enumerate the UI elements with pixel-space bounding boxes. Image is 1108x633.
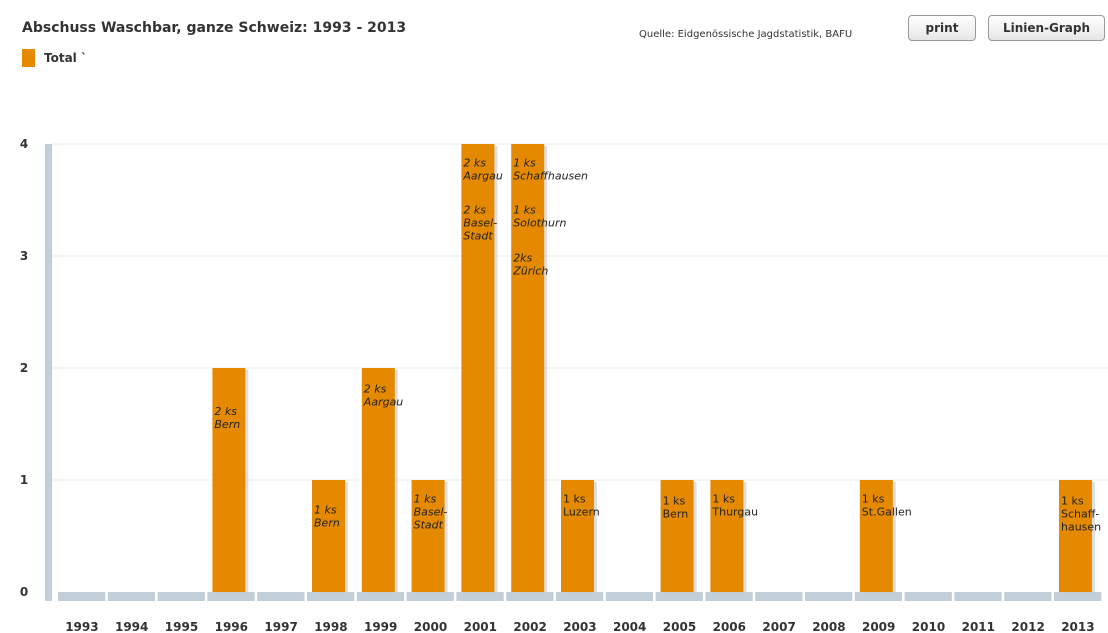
legend[interactable]: Total ` — [22, 49, 87, 67]
x-tick-label: 1996 — [215, 620, 248, 633]
x-axis-segment — [805, 592, 853, 601]
x-axis-segment — [854, 592, 903, 601]
x-axis-segment — [904, 592, 952, 601]
bar — [1059, 480, 1092, 592]
x-tick-label: 2001 — [464, 620, 497, 633]
bar-annotation: 2ks Zürich — [512, 252, 548, 278]
x-axis-segment — [655, 592, 703, 601]
x-axis-segment — [954, 592, 1002, 601]
x-axis-segment — [1004, 592, 1052, 601]
bar-annotation: 2 ks Aargau — [462, 156, 503, 182]
x-axis-segment — [605, 592, 654, 601]
x-tick-label: 2000 — [414, 620, 447, 633]
x-axis-segment — [556, 592, 604, 601]
x-axis-segment — [406, 592, 454, 601]
bar — [561, 480, 594, 592]
x-tick-label: 2009 — [862, 620, 895, 633]
x-tick-label: 1998 — [314, 620, 347, 633]
x-tick-label: 1997 — [264, 620, 297, 633]
x-tick-label: 1993 — [65, 620, 98, 633]
x-axis-segment — [705, 592, 753, 601]
bar-annotation: 1 ks Solothurn — [513, 203, 566, 229]
y-axis — [45, 144, 52, 601]
line-graph-button[interactable]: Linien-Graph — [988, 15, 1105, 41]
legend-label: Total ` — [44, 51, 87, 65]
x-tick-label: 2004 — [613, 620, 646, 633]
bar — [511, 144, 545, 592]
source-note: Quelle: Eidgenössische Jagdstatistik, BA… — [639, 29, 853, 40]
legend-swatch — [22, 49, 35, 67]
bar-annotation: 1 ks St.Gallen — [862, 492, 912, 518]
x-axis-segment — [755, 592, 803, 601]
x-tick-label: 2008 — [812, 620, 845, 633]
x-tick-label: 1999 — [364, 620, 397, 633]
bar-annotation: 2 ks Aargau — [363, 383, 404, 409]
x-axis-segment — [356, 592, 405, 601]
bar-annotation: 1 ks Schaffhausen — [513, 156, 588, 182]
bar-annotation: 2 ks Bern — [214, 405, 240, 431]
y-tick-label: 2 — [20, 361, 28, 375]
bar-annotation: 1 ks Bern — [663, 495, 689, 521]
bar — [710, 480, 744, 592]
bar — [461, 144, 495, 592]
bar — [312, 480, 345, 592]
x-axis-segment — [456, 592, 504, 601]
bar-annotation: 1 ks Thurgau — [711, 492, 758, 518]
bar — [660, 480, 694, 592]
x-axis-segment — [107, 592, 156, 601]
y-tick-label: 4 — [20, 137, 28, 151]
x-tick-label: 2007 — [762, 620, 795, 633]
x-tick-label: 1995 — [165, 620, 198, 633]
x-axis-segment — [58, 592, 106, 601]
bar-annotation: 2 ks Basel-Stadt — [463, 203, 497, 242]
x-tick-label: 2006 — [713, 620, 746, 633]
x-axis-segment — [257, 592, 305, 601]
x-tick-label: 1994 — [115, 620, 148, 633]
x-tick-label: 2011 — [962, 620, 995, 633]
y-tick-label: 3 — [20, 249, 28, 263]
x-axis-segment — [207, 592, 255, 601]
x-tick-label: 2003 — [563, 620, 596, 633]
x-axis-segment — [1054, 592, 1102, 601]
bar — [859, 480, 893, 592]
x-tick-label: 2010 — [912, 620, 945, 633]
x-tick-label: 2012 — [1011, 620, 1044, 633]
x-tick-label: 2005 — [663, 620, 696, 633]
bar — [361, 368, 395, 592]
x-tick-label: 2002 — [513, 620, 546, 633]
x-axis-segment — [307, 592, 355, 601]
bar-annotation: 1 ks Basel-Stadt — [414, 492, 448, 531]
x-axis-segment — [157, 592, 205, 601]
x-tick-label: 2013 — [1061, 620, 1094, 633]
bar-annotation: 1 ks Schaff-hausen — [1061, 495, 1101, 534]
chart-title: Abschuss Waschbar, ganze Schweiz: 1993 -… — [22, 20, 407, 36]
y-tick-label: 1 — [20, 473, 28, 487]
bar — [212, 368, 246, 592]
print-button[interactable]: print — [908, 15, 976, 41]
bar-annotation: 1 ks Bern — [314, 504, 340, 530]
x-axis-segment — [506, 592, 554, 601]
y-tick-label: 0 — [20, 585, 28, 599]
bar-annotation: 1 ks Luzern — [563, 492, 600, 518]
bar — [411, 480, 445, 592]
